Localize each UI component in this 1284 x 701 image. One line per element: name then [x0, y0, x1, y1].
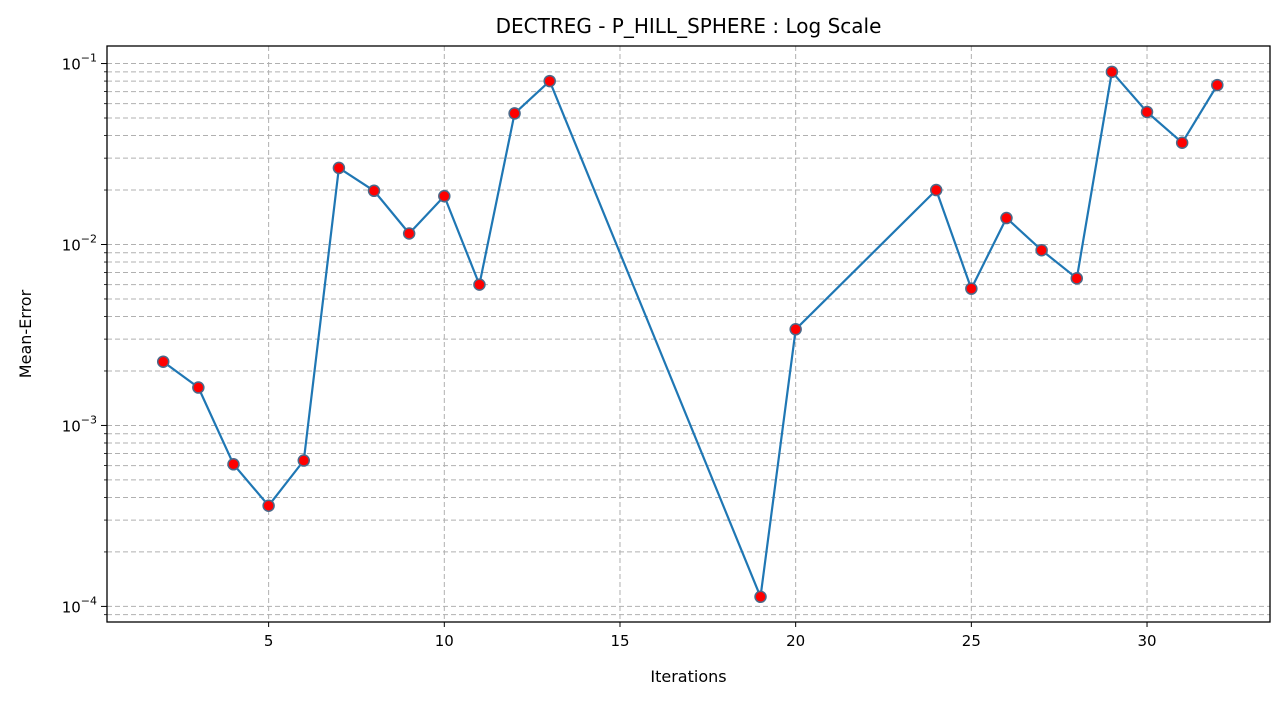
data-point	[1211, 78, 1224, 92]
data-point	[543, 74, 556, 88]
data-point	[508, 107, 521, 120]
chart-title: DECTREG - P_HILL_SPHERE : Log Scale	[496, 14, 882, 38]
data-point	[192, 381, 205, 394]
y-tick-label: 10−1	[62, 52, 97, 74]
x-tick-label: 5	[264, 632, 274, 650]
data-point	[754, 590, 767, 604]
data-point	[1000, 211, 1013, 225]
data-point	[1140, 105, 1154, 119]
x-tick-label: 30	[1137, 632, 1156, 650]
data-point	[262, 499, 275, 512]
data-point	[297, 454, 311, 467]
data-point	[1105, 65, 1119, 79]
axis-ticks: 5 10 15 20 25 30 10−4 10−3 10−2 10−1	[62, 52, 1157, 650]
data-point	[332, 161, 346, 175]
data-point	[965, 282, 978, 295]
plot-frame	[106, 45, 1271, 623]
data-point	[227, 458, 240, 471]
grid-lines	[107, 46, 1270, 622]
data-point	[367, 184, 381, 198]
x-tick-label: 20	[786, 632, 805, 650]
y-tick-label: 10−2	[62, 232, 97, 254]
data-point	[402, 227, 416, 240]
data-point	[789, 323, 802, 336]
data-point	[1035, 243, 1048, 257]
data-point	[929, 183, 943, 197]
data-point	[473, 278, 486, 291]
data-point	[1175, 136, 1189, 149]
data-point	[156, 355, 170, 368]
series-line	[162, 70, 1219, 598]
x-tick-label: 10	[435, 632, 454, 650]
data-point	[1070, 272, 1084, 285]
y-axis-label: Mean-Error	[16, 289, 35, 378]
series-layer	[156, 65, 1224, 604]
x-axis-label: Iterations	[650, 667, 726, 686]
y-tick-label: 10−3	[62, 413, 97, 435]
data-point	[438, 189, 451, 203]
x-tick-label: 25	[962, 632, 981, 650]
x-tick-label: 15	[610, 632, 629, 650]
y-tick-label: 10−4	[62, 594, 97, 616]
